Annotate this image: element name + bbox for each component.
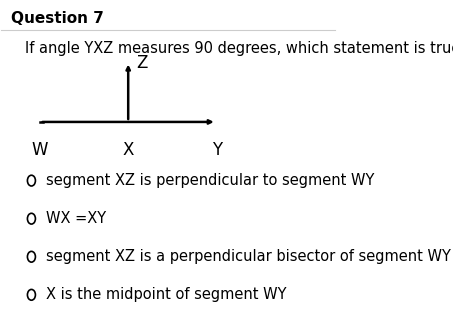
- Text: Question 7: Question 7: [11, 11, 104, 26]
- Text: segment XZ is a perpendicular bisector of segment WY: segment XZ is a perpendicular bisector o…: [47, 249, 451, 264]
- Text: WX =XY: WX =XY: [47, 211, 106, 226]
- Text: W: W: [32, 141, 48, 159]
- Text: Y: Y: [212, 141, 222, 159]
- Text: X is the midpoint of segment WY: X is the midpoint of segment WY: [47, 287, 287, 302]
- Text: segment XZ is perpendicular to segment WY: segment XZ is perpendicular to segment W…: [47, 173, 375, 188]
- Text: If angle YXZ measures 90 degrees, which statement is true?: If angle YXZ measures 90 degrees, which …: [25, 41, 453, 56]
- Text: Z: Z: [136, 54, 148, 72]
- Text: X: X: [122, 141, 134, 159]
